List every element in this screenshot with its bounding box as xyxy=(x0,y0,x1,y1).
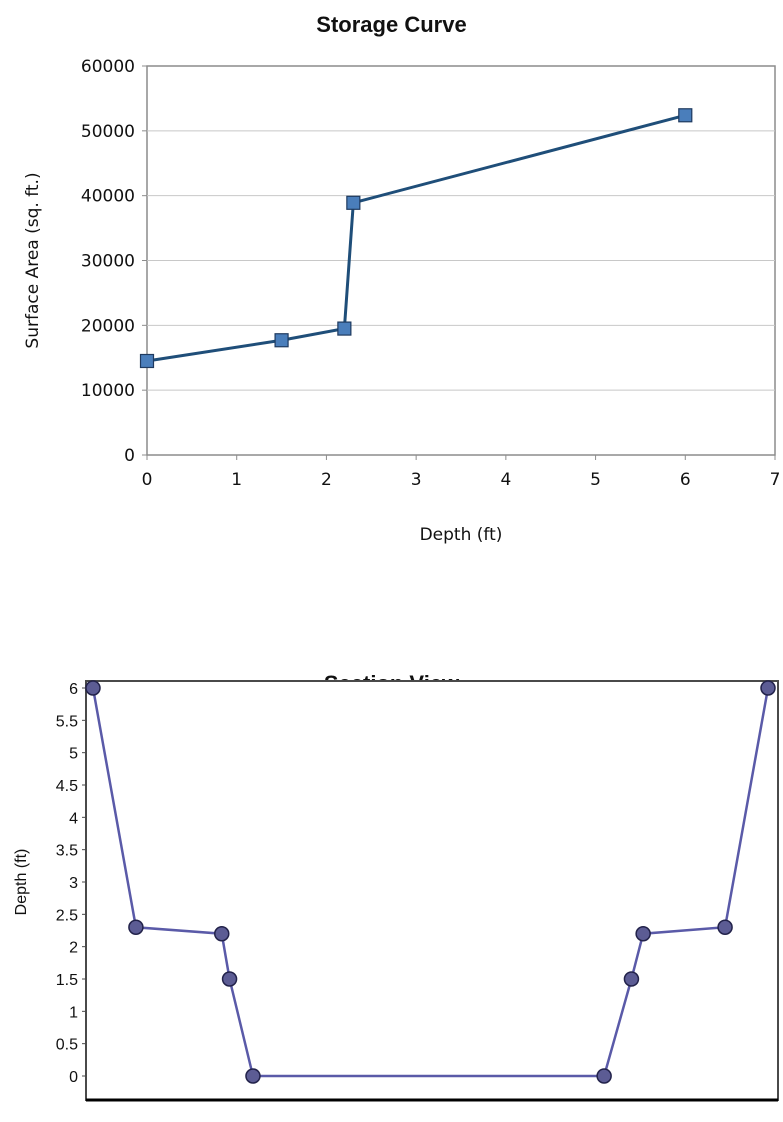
storage-curve-plot: 0 10000 20000 30000 40000 50000 60000 0 1 2 3 4 5 6 7 D… xyxy=(23,57,781,545)
y-tick-label: 20000 xyxy=(81,316,135,336)
data-point xyxy=(221,971,238,987)
x-tick-label: 7 xyxy=(770,470,781,490)
data-point xyxy=(337,321,352,336)
y-tick-label: 2 xyxy=(69,940,78,957)
data-point xyxy=(274,333,289,348)
y-tick-label: 0 xyxy=(69,1069,78,1086)
plot-area xyxy=(85,680,779,1101)
storage-curve-chart: Storage Curve 0 10000 20000 30000 40000 50000… xyxy=(23,12,781,545)
y-tick-label: 3 xyxy=(69,875,78,892)
x-axis-label: Depth (ft) xyxy=(420,525,503,545)
y-tick-label: 40000 xyxy=(81,187,135,207)
data-point xyxy=(245,1068,261,1084)
data-point xyxy=(214,925,230,942)
y-tick-label: 4 xyxy=(69,810,78,827)
y-tick-label: 1.5 xyxy=(56,972,78,989)
data-point xyxy=(596,1068,612,1084)
x-tick-label: 4 xyxy=(500,470,511,490)
y-tick-label: 1 xyxy=(69,1004,78,1021)
y-tick-label: 0 xyxy=(124,446,135,466)
y-tick-label: 10000 xyxy=(81,381,135,401)
section-view-plot: 0 0.5 1 1.5 2 2.5 3 3.5 4 4.5 5 5.5 6 Depth (ft) xyxy=(13,680,779,1102)
series-line xyxy=(91,687,770,1078)
y-tick-label: 2.5 xyxy=(56,907,78,924)
y-tick-label: 6 xyxy=(69,681,78,698)
y-tick-label: 30000 xyxy=(81,252,135,272)
y-axis-label: Depth (ft) xyxy=(13,849,30,916)
x-tick-label: 6 xyxy=(680,470,691,490)
chart-title: Storage Curve xyxy=(316,12,467,37)
y-tick-label: 0.5 xyxy=(56,1037,78,1054)
x-tick-label: 5 xyxy=(590,470,601,490)
data-point xyxy=(623,971,640,987)
y-axis-label: Surface Area (sq. ft.) xyxy=(23,172,43,348)
data-point xyxy=(635,925,651,942)
data-point xyxy=(346,195,361,210)
data-point xyxy=(139,353,155,369)
section-view-chart: Section View 00.511.522.533.544.555.56De… xyxy=(0,660,783,1122)
data-point xyxy=(678,108,693,123)
x-tick-label: 3 xyxy=(411,470,422,490)
data-point xyxy=(85,680,101,696)
data-point xyxy=(717,919,733,936)
y-tick-label: 4.5 xyxy=(56,778,78,795)
x-tick-label: 0 xyxy=(142,470,153,490)
data-point xyxy=(760,680,776,696)
data-point xyxy=(128,919,144,936)
y-tick-label: 60000 xyxy=(81,57,135,77)
y-tick-label: 50000 xyxy=(81,122,135,142)
y-tick-label: 5 xyxy=(69,746,78,763)
y-tick-label: 5.5 xyxy=(56,713,78,730)
x-tick-label: 1 xyxy=(231,470,242,490)
y-tick-label: 3.5 xyxy=(56,843,78,860)
x-tick-label: 2 xyxy=(321,470,332,490)
